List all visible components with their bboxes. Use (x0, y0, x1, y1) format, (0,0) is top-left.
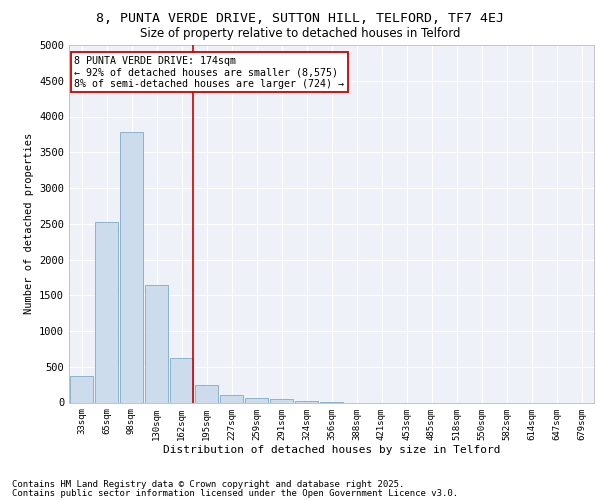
Bar (120, 132, 143, 402)
Bar (145, 284, 168, 403)
Text: Size of property relative to detached houses in Telford: Size of property relative to detached ho… (140, 28, 460, 40)
Text: Contains HM Land Registry data © Crown copyright and database right 2025.: Contains HM Land Registry data © Crown c… (12, 480, 404, 489)
Bar (220, 396, 243, 402)
X-axis label: Distribution of detached houses by size in Telford: Distribution of detached houses by size … (163, 445, 500, 455)
Bar (245, 398, 268, 402)
Text: Contains public sector information licensed under the Open Government Licence v3: Contains public sector information licen… (12, 488, 458, 498)
Text: 8 PUNTA VERDE DRIVE: 174sqm
← 92% of detached houses are smaller (8,575)
8% of s: 8 PUNTA VERDE DRIVE: 174sqm ← 92% of det… (74, 56, 344, 89)
Bar (270, 400, 293, 402)
Bar (70, 376, 93, 402)
Bar (195, 386, 218, 402)
Text: 8, PUNTA VERDE DRIVE, SUTTON HILL, TELFORD, TF7 4EJ: 8, PUNTA VERDE DRIVE, SUTTON HILL, TELFO… (96, 12, 504, 26)
Bar (95, 222, 118, 402)
Bar (295, 400, 318, 402)
Bar (170, 358, 193, 403)
Y-axis label: Number of detached properties: Number of detached properties (23, 133, 34, 314)
